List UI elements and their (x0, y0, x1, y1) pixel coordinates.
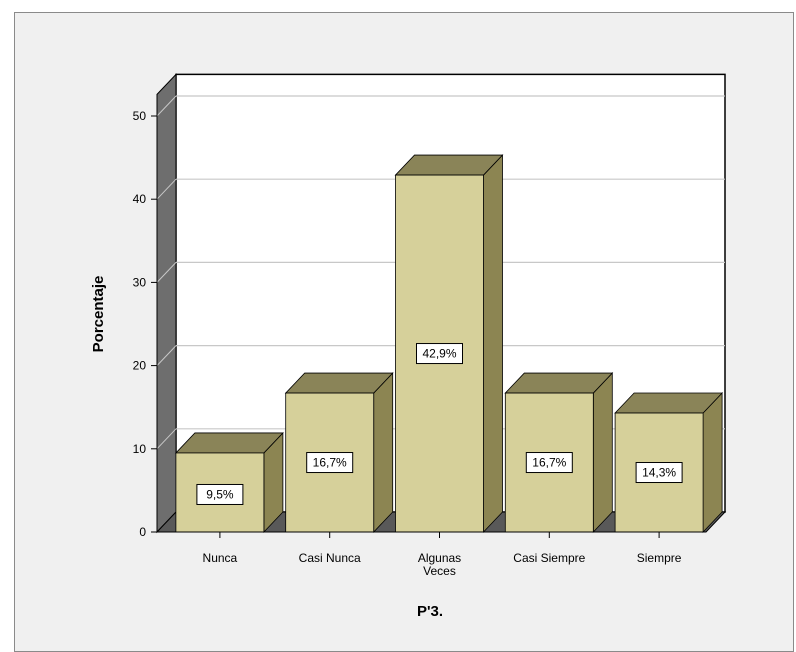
data-label: 42,9% (422, 347, 456, 361)
data-label-box (196, 483, 244, 505)
y-tick-label: 50 (133, 109, 147, 123)
bar-top (504, 372, 614, 394)
x-tick-label: Veces (423, 564, 456, 578)
data-label-box (416, 343, 463, 365)
y-tick-label: 40 (133, 192, 147, 206)
y-tick-label: 20 (133, 359, 147, 373)
bar: 16,7% (284, 372, 394, 534)
gridline-diagonal (156, 95, 177, 117)
bar-side (483, 154, 503, 534)
data-label: 9,5% (206, 487, 234, 501)
y-tick-label: 10 (133, 442, 147, 456)
y-tick-label: 0 (139, 525, 146, 539)
data-label-box (635, 462, 683, 484)
gridline-diagonal (156, 178, 177, 200)
left-wall (156, 73, 177, 534)
bar-top (614, 392, 724, 414)
x-tick-label: Casi Nunca (299, 551, 361, 565)
x-tick-label: Casi Siempre (513, 551, 585, 565)
data-label: 16,7% (532, 456, 566, 470)
x-axis-title: P'3. (417, 603, 443, 620)
bar-top (174, 432, 284, 454)
bar: 9,5% (174, 431, 284, 534)
gridline-diagonal (156, 262, 177, 283)
gridline-diagonal (156, 428, 177, 450)
data-label: 14,3% (642, 466, 676, 480)
bar: 16,7% (504, 372, 614, 534)
x-tick-label: Siempre (637, 551, 682, 565)
bar-top (284, 372, 394, 394)
bar-side (373, 372, 394, 534)
bar: 42,9% (394, 154, 504, 534)
bar: 14,3% (614, 392, 724, 534)
x-tick-label: Nunca (203, 551, 238, 565)
y-axis-title: Porcentaje (90, 276, 107, 353)
gridline-diagonal (156, 345, 177, 366)
data-label-box (525, 452, 573, 474)
x-tick-label: Algunas (418, 551, 461, 565)
y-tick-label: 30 (133, 275, 147, 289)
bar-top (394, 154, 504, 176)
data-label: 16,7% (313, 456, 347, 470)
bar-side (592, 372, 613, 534)
bar-side (702, 392, 723, 534)
data-label-box (306, 452, 354, 474)
